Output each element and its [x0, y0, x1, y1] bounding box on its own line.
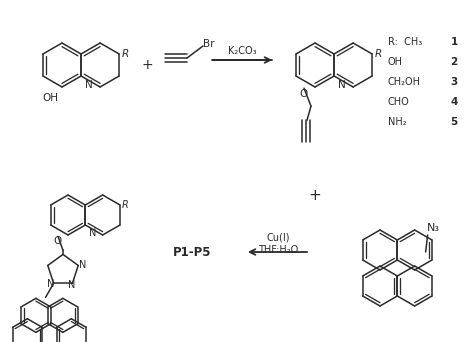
Text: N: N — [85, 80, 92, 90]
Text: 3: 3 — [450, 77, 457, 87]
Text: 4: 4 — [450, 97, 458, 107]
Text: +: + — [309, 187, 321, 202]
Text: CH₂OH: CH₂OH — [388, 77, 421, 87]
Text: R: R — [121, 200, 128, 210]
Text: OH: OH — [42, 93, 58, 103]
Text: OH: OH — [388, 57, 403, 67]
Text: THF:H₂O: THF:H₂O — [258, 245, 298, 255]
Text: Br: Br — [203, 39, 215, 49]
Text: NH₂: NH₂ — [388, 117, 407, 127]
Text: K₂CO₃: K₂CO₃ — [228, 46, 256, 56]
Text: N: N — [338, 80, 346, 90]
Text: R: R — [122, 49, 129, 59]
Text: N: N — [47, 279, 55, 289]
Text: +: + — [141, 58, 153, 72]
Text: P1-P5: P1-P5 — [173, 246, 211, 259]
Text: N: N — [79, 261, 86, 271]
Text: O: O — [54, 236, 62, 246]
Text: R:  CH₃: R: CH₃ — [388, 37, 422, 47]
Text: Cu(I): Cu(I) — [266, 232, 290, 242]
Text: 2: 2 — [450, 57, 457, 67]
Text: CHO: CHO — [388, 97, 410, 107]
Text: N₃: N₃ — [427, 223, 440, 233]
Text: 5: 5 — [450, 117, 457, 127]
Text: R: R — [375, 49, 382, 59]
Text: N: N — [89, 228, 96, 238]
Text: O: O — [300, 89, 308, 99]
Text: N: N — [68, 280, 75, 290]
Text: 1: 1 — [450, 37, 457, 47]
